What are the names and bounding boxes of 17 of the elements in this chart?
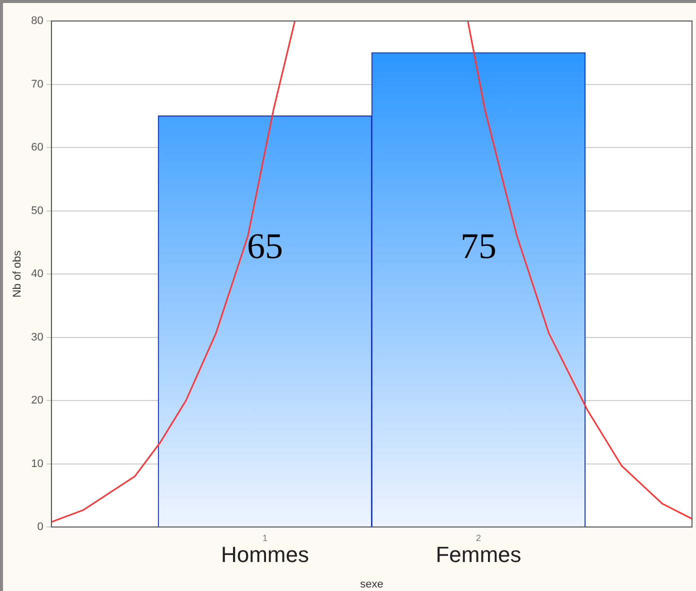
text: Hommes bbox=[220, 542, 309, 568]
data-label: 75 bbox=[460, 226, 496, 266]
y-tick-label: 70 bbox=[31, 78, 44, 90]
y-tick-label: 50 bbox=[31, 204, 44, 217]
y-tick-label: 0 bbox=[37, 521, 44, 534]
x-axis-title: sexe bbox=[360, 578, 384, 590]
y-tick-label: 20 bbox=[31, 394, 44, 407]
y-tick-label: 10 bbox=[31, 458, 44, 470]
data-label: 65 bbox=[246, 226, 283, 266]
text: Femmes bbox=[436, 542, 522, 568]
y-tick-label: 60 bbox=[31, 142, 44, 154]
y-tick-label: 40 bbox=[31, 268, 44, 280]
y-tick-label: 30 bbox=[31, 331, 44, 344]
y-tick-label: 80 bbox=[31, 15, 44, 28]
x-tick-label: 2 bbox=[476, 532, 481, 543]
x-tick-label: 1 bbox=[262, 532, 268, 543]
y-axis-title: Nb of obs bbox=[12, 250, 24, 298]
